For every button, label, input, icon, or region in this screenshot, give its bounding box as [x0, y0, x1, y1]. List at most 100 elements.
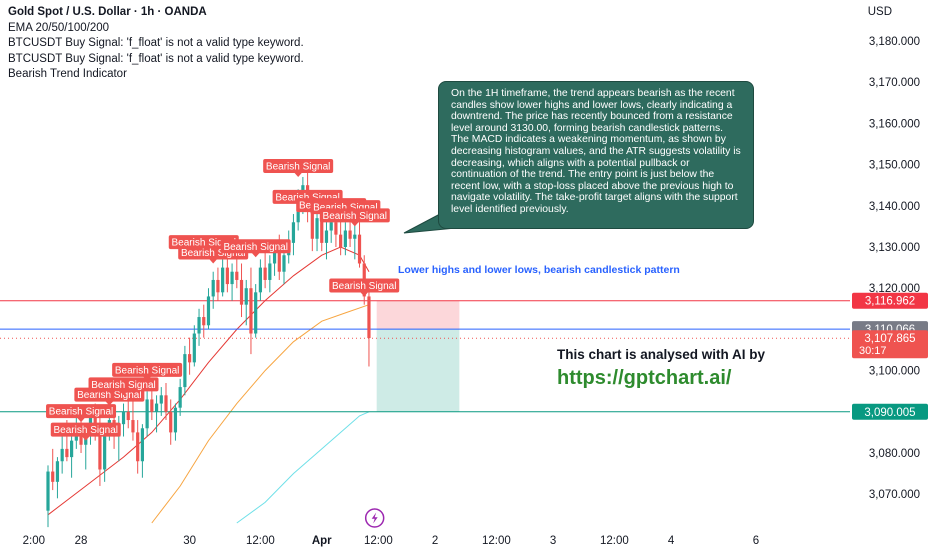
- bearish-signal-text: Bearish Signal: [332, 281, 396, 292]
- candle-body: [244, 288, 248, 305]
- time-axis[interactable]: 2:00 28 30 12:00 Apr 12:00 2 12:00 3 12:00 4 6: [0, 528, 932, 550]
- current-price-tag: [852, 330, 928, 359]
- indicator-ema[interactable]: EMA 20/50/100/200: [8, 21, 110, 34]
- candle-body: [216, 279, 220, 293]
- y-tick-label: 3,150.000: [869, 160, 920, 172]
- candle-body: [268, 263, 272, 280]
- candle-body: [98, 432, 102, 470]
- candle-body: [131, 420, 135, 433]
- x-tick-label: 4: [668, 535, 675, 547]
- price-axis[interactable]: 3,070.0003,080.0003,090.0003,100.0003,11…: [850, 0, 932, 550]
- candle-body: [150, 399, 154, 412]
- y-tick-label: 3,170.000: [869, 77, 920, 89]
- candle-body: [357, 234, 362, 264]
- candle-body: [183, 354, 187, 388]
- bar-countdown-text: 30:17: [859, 345, 887, 357]
- bearish-signal-text: Bearish Signal: [266, 161, 330, 172]
- bearish-signal-text: Bearish Signal: [54, 425, 118, 436]
- candle-body: [367, 296, 371, 339]
- candle-body: [310, 209, 314, 239]
- candle-body: [339, 234, 343, 247]
- x-tick-label: 6: [753, 535, 759, 547]
- position-tool[interactable]: [376, 300, 460, 412]
- promo-url[interactable]: https://gptchart.ai/: [557, 367, 732, 389]
- candle-body: [46, 471, 50, 511]
- current-price-text: 3,107.865: [864, 333, 915, 345]
- candle-body: [272, 251, 277, 264]
- y-tick-label: 3,120.000: [869, 283, 920, 295]
- x-tick-label: 12:00: [482, 535, 511, 547]
- x-tick-label: 12:00: [246, 535, 275, 547]
- promo-text: This chart is analysed with AI by: [557, 347, 766, 362]
- candle-body: [334, 222, 338, 235]
- candle-body: [55, 461, 60, 482]
- x-tick-label: 2:00: [23, 535, 45, 547]
- candle-body: [192, 333, 196, 363]
- x-tick-label: 12:00: [364, 535, 393, 547]
- bearish-signal-text: Bearish Signal: [275, 192, 339, 203]
- candle-body: [211, 279, 215, 297]
- bearish-signal-text: Bearish Signal: [172, 238, 236, 249]
- indicator-buy-signal-1[interactable]: BTCUSDT Buy Signal: 'f_float' is not a v…: [8, 37, 304, 49]
- candle-body: [353, 234, 357, 239]
- y-tick-label: 3,140.000: [869, 201, 920, 213]
- candle-body: [51, 471, 55, 482]
- candle-body: [258, 267, 262, 293]
- bearish-signal: Bearish Signal: [329, 278, 400, 297]
- bearish-signal: Bearish Signal: [263, 158, 334, 177]
- candle-body: [154, 403, 159, 412]
- candle-body: [277, 251, 281, 272]
- y-tick-label: 3,080.000: [869, 448, 920, 460]
- candle-body: [159, 395, 163, 404]
- candle-body: [315, 218, 319, 239]
- x-tick-label: Apr: [312, 535, 332, 547]
- bearish-signal: Bearish Signal: [88, 377, 159, 396]
- analysis-text-box: On the 1H timeframe, the trend appears b…: [438, 81, 754, 229]
- candle-body: [178, 387, 182, 408]
- indicator-bearish-trend[interactable]: Bearish Trend Indicator: [8, 68, 127, 80]
- candle-body: [65, 448, 69, 458]
- candle-body: [136, 432, 140, 462]
- y-tick-label: 3,160.000: [869, 118, 920, 130]
- candle-body: [188, 354, 192, 363]
- symbol-title[interactable]: Gold Spot / U.S. Dollar · 1h · OANDA: [8, 6, 207, 18]
- candle-body: [60, 448, 64, 462]
- candle-body: [206, 296, 211, 326]
- time-axis-bg: [0, 528, 932, 550]
- ema-line-1: [151, 304, 370, 524]
- ema-line-2: [236, 411, 370, 524]
- candle-body: [235, 271, 239, 280]
- bearish-signal-text: Bearish Signal: [49, 407, 113, 418]
- price-axis-bg: [850, 0, 932, 550]
- candle-body: [282, 255, 286, 272]
- bearish-signal: Bearish Signal: [112, 362, 183, 381]
- take-profit-zone: [376, 329, 460, 412]
- candle-body: [221, 267, 225, 293]
- candle-body: [197, 317, 201, 334]
- candle-body: [329, 222, 333, 231]
- stop-loss-zone: [376, 300, 460, 330]
- bearish-signal-text: Bearish Signal: [115, 365, 179, 376]
- event-marker[interactable]: [364, 508, 385, 528]
- bearish-signal-text: Bearish Signal: [181, 248, 245, 259]
- indicator-buy-signal-2[interactable]: BTCUSDT Buy Signal: 'f_float' is not a v…: [8, 52, 304, 65]
- x-tick-label: 30: [183, 535, 196, 547]
- bearish-signal: Bearish Signal: [220, 239, 291, 258]
- candle-body: [164, 395, 168, 412]
- candle-body: [230, 271, 234, 285]
- candle-body: [70, 440, 74, 458]
- candle-body: [173, 407, 178, 433]
- y-tick-label: 3,100.000: [869, 366, 920, 378]
- candle-body: [121, 411, 126, 425]
- candle-body: [239, 279, 244, 305]
- chart-legend: Gold Spot / U.S. Dollar · 1h · OANDA EMA…: [8, 5, 304, 83]
- candle-body: [263, 267, 267, 280]
- candle-body: [291, 222, 296, 243]
- candle-body: [202, 317, 206, 326]
- currency-label[interactable]: USD: [867, 6, 892, 18]
- candlesticks: [46, 172, 371, 528]
- candle-body: [126, 411, 130, 421]
- price-tag-text-stop: 3,116.962: [865, 296, 915, 308]
